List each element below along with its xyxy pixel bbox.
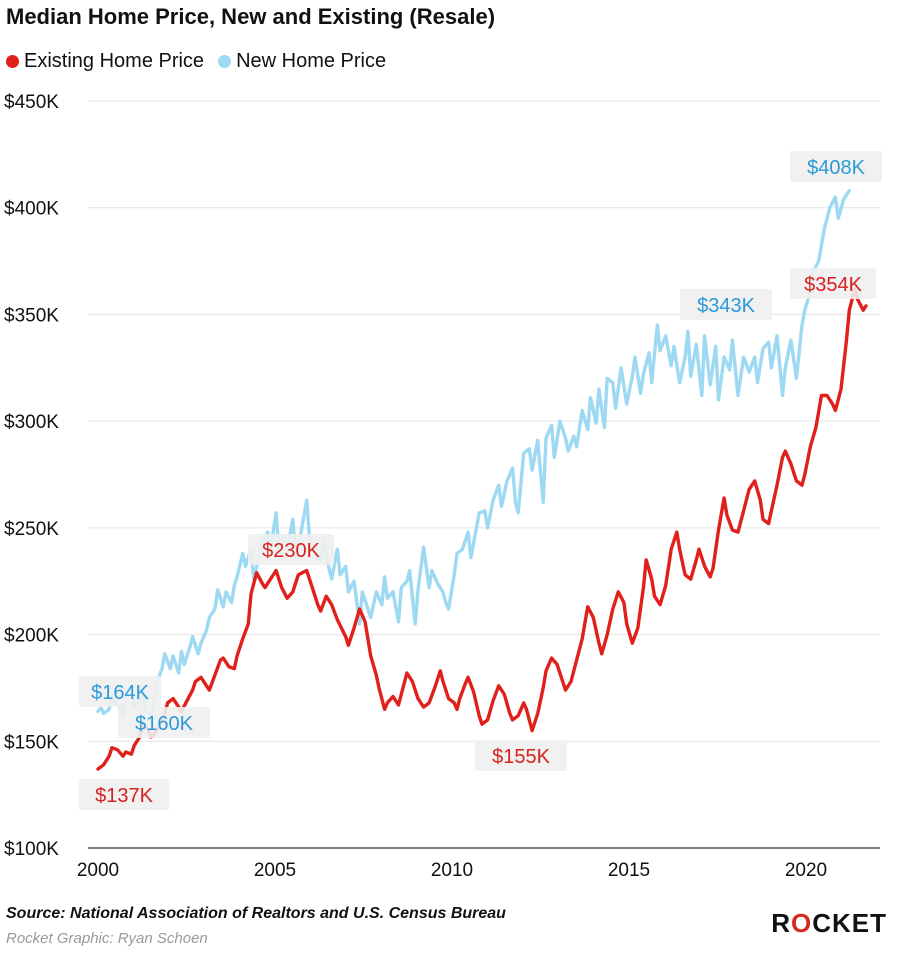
y-tick-label: $350K [4,305,59,326]
x-tick-label: 2020 [785,860,827,881]
chart-title: Median Home Price, New and Existing (Res… [6,4,496,29]
y-tick-label: $300K [4,412,59,433]
data-label: $230K [262,540,320,562]
y-tick-label: $250K [4,519,59,540]
data-label: $354K [804,274,862,296]
data-label-box [790,151,882,182]
y-tick-label: $450K [4,92,59,113]
data-label-box [79,676,161,707]
legend-item-existing: Existing Home Price [6,50,204,73]
brand-logo: ROCKET [771,908,887,939]
legend-swatch-new [218,55,232,68]
x-tick-label: 2010 [431,860,473,881]
data-label: $160K [135,713,193,735]
data-label: $137K [95,785,153,807]
legend: Existing Home Price New Home Price [6,50,394,73]
legend-label-existing: Existing Home Price [24,50,205,72]
data-label-box [248,534,334,565]
y-tick-label: $150K [4,732,59,753]
series-line-existing [96,287,868,771]
x-tick-label: 2015 [608,860,650,881]
y-tick-label: $200K [4,626,59,647]
legend-swatch-existing [6,55,19,68]
x-tick-label: 2005 [254,860,296,881]
y-tick-label: $100K [4,839,59,860]
source-note: Source: National Association of Realtors… [6,905,506,922]
graphic-credit: Rocket Graphic: Ryan Schoen [6,930,208,947]
brand-letters-cket: CKET [812,908,887,938]
data-label-box [680,289,772,320]
x-tick-label: 2000 [77,860,119,881]
legend-item-new: New Home Price [218,50,386,73]
brand-letter-o: O [790,908,813,938]
data-label: $155K [492,746,550,768]
y-tick-label: $400K [4,199,59,220]
data-label-box [118,707,210,738]
series-line-new [96,188,851,718]
data-label: $408K [807,157,865,179]
data-label: $164K [91,682,149,704]
data-label-box [475,740,567,771]
brand-letter-r: R [771,908,791,938]
data-label: $343K [697,295,755,317]
data-label-box [79,779,169,810]
legend-label-new: New Home Price [236,50,387,72]
data-label-box [790,268,876,299]
